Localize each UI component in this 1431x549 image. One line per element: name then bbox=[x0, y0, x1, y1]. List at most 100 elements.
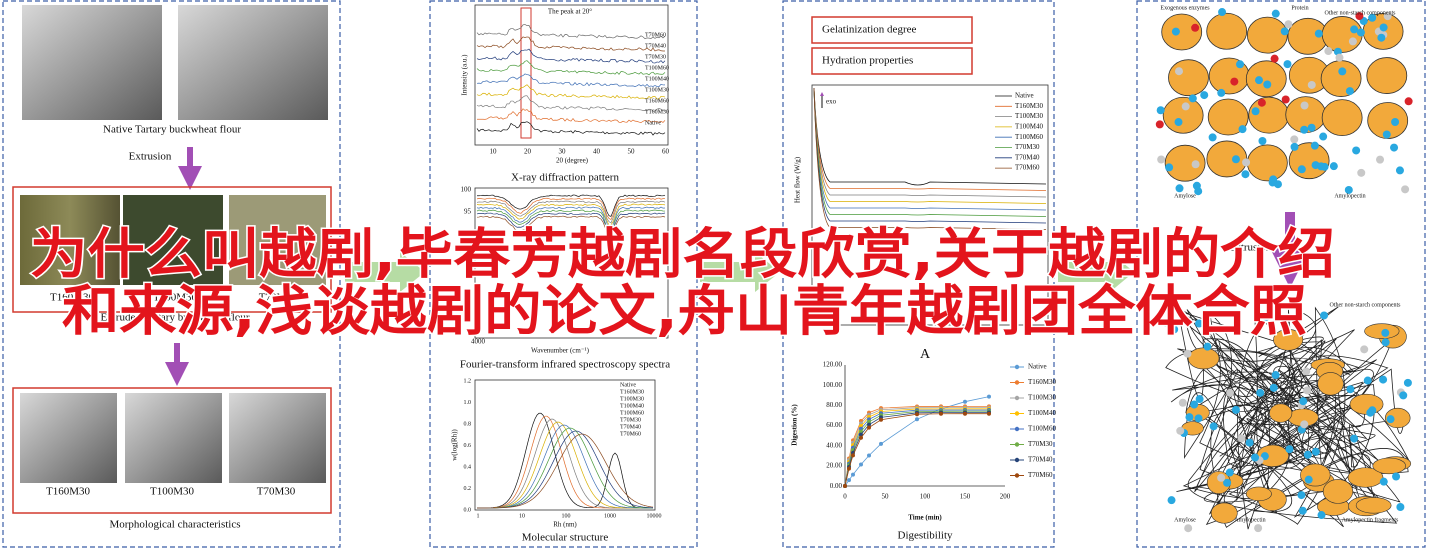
trace bbox=[476, 121, 666, 136]
dot bbox=[1241, 170, 1250, 179]
sem-image bbox=[20, 393, 117, 483]
legend-label: T70M40 bbox=[1028, 456, 1053, 464]
dot bbox=[1269, 383, 1278, 392]
fragment bbox=[1187, 347, 1220, 370]
legend-label: T70M60 bbox=[1028, 471, 1053, 479]
dot bbox=[1156, 106, 1165, 115]
legend-dot bbox=[1014, 395, 1020, 401]
axis-label: w(log(Rh)) bbox=[451, 429, 459, 461]
sample-label: T100M30 bbox=[150, 486, 195, 498]
enzyme bbox=[1191, 23, 1200, 32]
axis-label: Intensity (a.u.) bbox=[461, 54, 469, 96]
trace bbox=[813, 87, 1047, 191]
dot bbox=[1167, 496, 1176, 505]
dot bbox=[1208, 133, 1217, 142]
dot bbox=[1320, 311, 1329, 320]
dot bbox=[1188, 94, 1197, 103]
dot bbox=[1335, 53, 1344, 62]
fragment bbox=[1300, 463, 1331, 487]
group-box bbox=[12, 186, 332, 313]
dot bbox=[1285, 445, 1294, 454]
dot bbox=[1363, 376, 1372, 385]
trace bbox=[813, 87, 1047, 186]
group-caption: Morphological characteristics bbox=[109, 519, 240, 531]
dot bbox=[1302, 367, 1311, 376]
y-tick-label: 20.00 bbox=[826, 462, 842, 470]
plot-frame bbox=[474, 187, 669, 339]
x-tick-label: 1 bbox=[477, 513, 480, 519]
annotation: Amylopectin fragments bbox=[1342, 516, 1399, 523]
dot bbox=[1242, 158, 1251, 167]
x-tick-label: 30 bbox=[559, 148, 567, 156]
legend-label: T160M30 bbox=[1028, 378, 1057, 386]
dot bbox=[1379, 23, 1388, 32]
dot bbox=[1284, 20, 1293, 29]
dot bbox=[1181, 102, 1190, 111]
dot bbox=[1254, 524, 1263, 533]
dot bbox=[1348, 37, 1357, 46]
property-label: Hydration properties bbox=[822, 55, 913, 67]
dot bbox=[1217, 473, 1226, 482]
legend-label: T70M40 bbox=[645, 43, 666, 49]
panel-frame bbox=[1136, 0, 1426, 548]
dot bbox=[1290, 135, 1299, 144]
sample-label: T70M30 bbox=[259, 292, 298, 304]
fragment bbox=[1347, 467, 1384, 488]
legend-dot bbox=[1014, 457, 1020, 463]
arrow-label: Extrusion bbox=[129, 151, 172, 163]
dot bbox=[1225, 468, 1234, 477]
trace bbox=[476, 209, 666, 233]
sample-label: T100M30 bbox=[153, 292, 198, 304]
dot bbox=[1297, 491, 1306, 500]
dot bbox=[1231, 155, 1240, 164]
granule bbox=[1246, 16, 1288, 54]
dot bbox=[1304, 475, 1313, 484]
group-box bbox=[12, 387, 332, 514]
dot bbox=[1271, 371, 1280, 380]
x-tick-label: 10000 bbox=[647, 513, 662, 519]
x-tick-label: 40 bbox=[593, 148, 601, 156]
panel-label: A bbox=[920, 347, 931, 362]
y-tick-label: 120.00 bbox=[823, 361, 843, 369]
annotation: The peak at 20° bbox=[548, 8, 592, 16]
granule bbox=[1162, 96, 1204, 134]
dot bbox=[1314, 29, 1323, 38]
legend-label: Native bbox=[645, 120, 661, 126]
dot bbox=[1262, 312, 1271, 321]
dot bbox=[1157, 155, 1166, 164]
panel-frame bbox=[2, 0, 341, 548]
dot bbox=[1324, 47, 1333, 56]
legend-label: T160M30 bbox=[645, 109, 669, 115]
legend-label: Native bbox=[620, 382, 636, 388]
dot bbox=[1366, 408, 1375, 417]
sem-image bbox=[229, 393, 326, 483]
x-tick-label: 50 bbox=[628, 148, 636, 156]
dot bbox=[1223, 478, 1232, 487]
dot bbox=[1183, 349, 1192, 358]
trace bbox=[476, 421, 653, 509]
trace bbox=[476, 433, 654, 509]
dot bbox=[1174, 118, 1183, 127]
sem-image bbox=[178, 5, 328, 120]
granule bbox=[1206, 12, 1248, 50]
x-tick-label: 10 bbox=[490, 148, 498, 156]
annotation: Amylose bbox=[1174, 517, 1196, 523]
y-tick-label: 0.6 bbox=[464, 443, 472, 449]
axis-label: 20 (degree) bbox=[556, 157, 589, 165]
granule bbox=[1245, 60, 1287, 98]
trace bbox=[476, 194, 666, 217]
property-label: Gelatinization degree bbox=[822, 24, 916, 36]
highlight bbox=[520, 7, 532, 139]
dot bbox=[1175, 184, 1184, 193]
trace bbox=[476, 24, 666, 40]
fragment bbox=[1322, 479, 1354, 504]
dot bbox=[1396, 503, 1405, 512]
enzyme bbox=[1155, 120, 1164, 129]
enzyme bbox=[1230, 77, 1239, 86]
trace bbox=[844, 407, 989, 487]
dot bbox=[1345, 87, 1354, 96]
dot bbox=[1350, 434, 1359, 443]
dot bbox=[1226, 388, 1235, 397]
fragment bbox=[1355, 497, 1392, 514]
overlay-title: 和来源,浅谈越剧的论文,舟山青年越剧团全体合照 bbox=[62, 280, 1307, 343]
